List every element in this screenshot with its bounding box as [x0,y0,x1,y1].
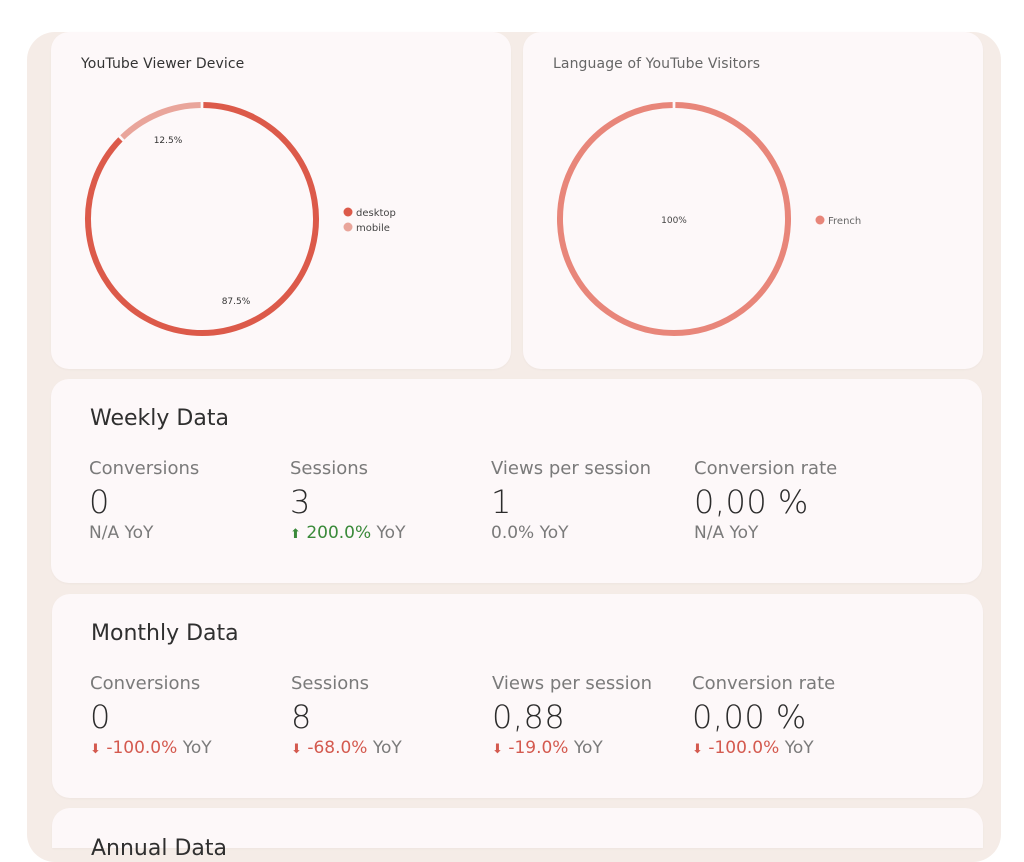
device-donut-chart: 87.5% 12.5% desktop mobile [85,102,396,336]
stat-yoy: YoY [784,738,814,758]
device-chart-title: YouTube Viewer Device [81,56,245,72]
stat-yoy: YoY [372,738,402,758]
stat-yoy: YoY [376,523,406,543]
monthly-data-card: Monthly Data Conversions 0 ⬇ -100.0% YoY… [52,594,983,798]
stat-label: Sessions [291,673,370,694]
language-chart-title: Language of YouTube Visitors [553,56,761,72]
stat-yoy: N/A YoY [694,523,759,543]
device-slice-mobile[interactable] [120,102,201,140]
monthly-data-title: Monthly Data [91,621,239,646]
monthly-conversions: Conversions 0 ⬇ -100.0% YoY [90,673,290,758]
device-slice-label-mobile: 12.5% [154,136,183,146]
legend-dot-mobile [343,222,353,232]
language-slice-label-french: 100% [661,216,687,226]
weekly-data-card: Weekly Data Conversions 0 N/A YoY Sessio… [51,379,982,583]
legend-label-mobile: mobile [356,223,390,234]
language-slice-french[interactable] [557,102,791,336]
annual-data-card: Annual Data [52,808,983,861]
stat-change: -100.0% [106,738,178,758]
stat-value: 3 [290,483,311,521]
stat-value: 8 [291,698,312,736]
arrow-up-icon: ⬆ [290,527,301,542]
stat-yoy: N/A YoY [89,523,154,543]
stat-value: 0,88 [492,698,566,736]
language-donut-chart: 100% French [557,102,861,336]
device-legend: desktop mobile [343,207,396,234]
stat-yoy: 0.0% YoY [491,523,569,543]
legend-label-desktop: desktop [356,208,396,219]
annual-data-title: Annual Data [91,836,227,861]
arrow-down-icon: ⬇ [692,742,703,757]
weekly-views-per-session: Views per session 1 0.0% YoY [491,458,691,543]
weekly-conversion-rate: Conversion rate 0,00 % N/A YoY [694,458,894,543]
weekly-conversions: Conversions 0 N/A YoY [89,458,289,543]
stat-value: 0,00 % [694,483,809,521]
stat-label: Sessions [290,458,369,479]
language-chart-card: Language of YouTube Visitors 100% French [523,32,983,369]
stat-label: Views per session [492,673,653,694]
stat-label: Views per session [491,458,652,479]
device-slice-label-desktop: 87.5% [222,297,251,307]
stat-label: Conversion rate [694,458,838,479]
stat-yoy: YoY [182,738,212,758]
legend-label-french: French [828,216,861,227]
stat-value: 0 [90,698,111,736]
stat-yoy: YoY [573,738,603,758]
arrow-down-icon: ⬇ [291,742,302,757]
weekly-sessions: Sessions 3 ⬆ 200.0% YoY [290,458,490,543]
device-chart-card: YouTube Viewer Device 87.5% 12.5% deskto… [51,32,511,369]
stat-label: Conversions [90,673,201,694]
stat-label: Conversion rate [692,673,836,694]
monthly-conversion-rate: Conversion rate 0,00 % ⬇ -100.0% YoY [692,673,892,758]
legend-dot-desktop [343,207,353,217]
stat-yoy-row: ⬇ -100.0% YoY [692,738,892,758]
language-legend: French [815,215,861,227]
stat-value: 0 [89,483,110,521]
stat-label: Conversions [89,458,200,479]
arrow-down-icon: ⬇ [90,742,101,757]
stat-change: -68.0% [307,738,368,758]
weekly-data-title: Weekly Data [90,406,229,431]
stat-yoy-row: ⬆ 200.0% YoY [290,523,490,543]
stat-change: -19.0% [508,738,569,758]
legend-dot-french [815,215,825,225]
stat-value: 0,00 % [692,698,807,736]
stat-yoy-row: ⬇ -19.0% YoY [492,738,692,758]
stat-change: 200.0% [306,523,372,543]
stat-change: -100.0% [708,738,780,758]
monthly-sessions: Sessions 8 ⬇ -68.0% YoY [291,673,491,758]
monthly-views-per-session: Views per session 0,88 ⬇ -19.0% YoY [492,673,692,758]
stat-value: 1 [491,483,512,521]
stat-yoy-row: ⬇ -100.0% YoY [90,738,290,758]
stat-yoy-row: ⬇ -68.0% YoY [291,738,491,758]
device-slice-desktop[interactable] [85,102,319,336]
arrow-down-icon: ⬇ [492,742,503,757]
